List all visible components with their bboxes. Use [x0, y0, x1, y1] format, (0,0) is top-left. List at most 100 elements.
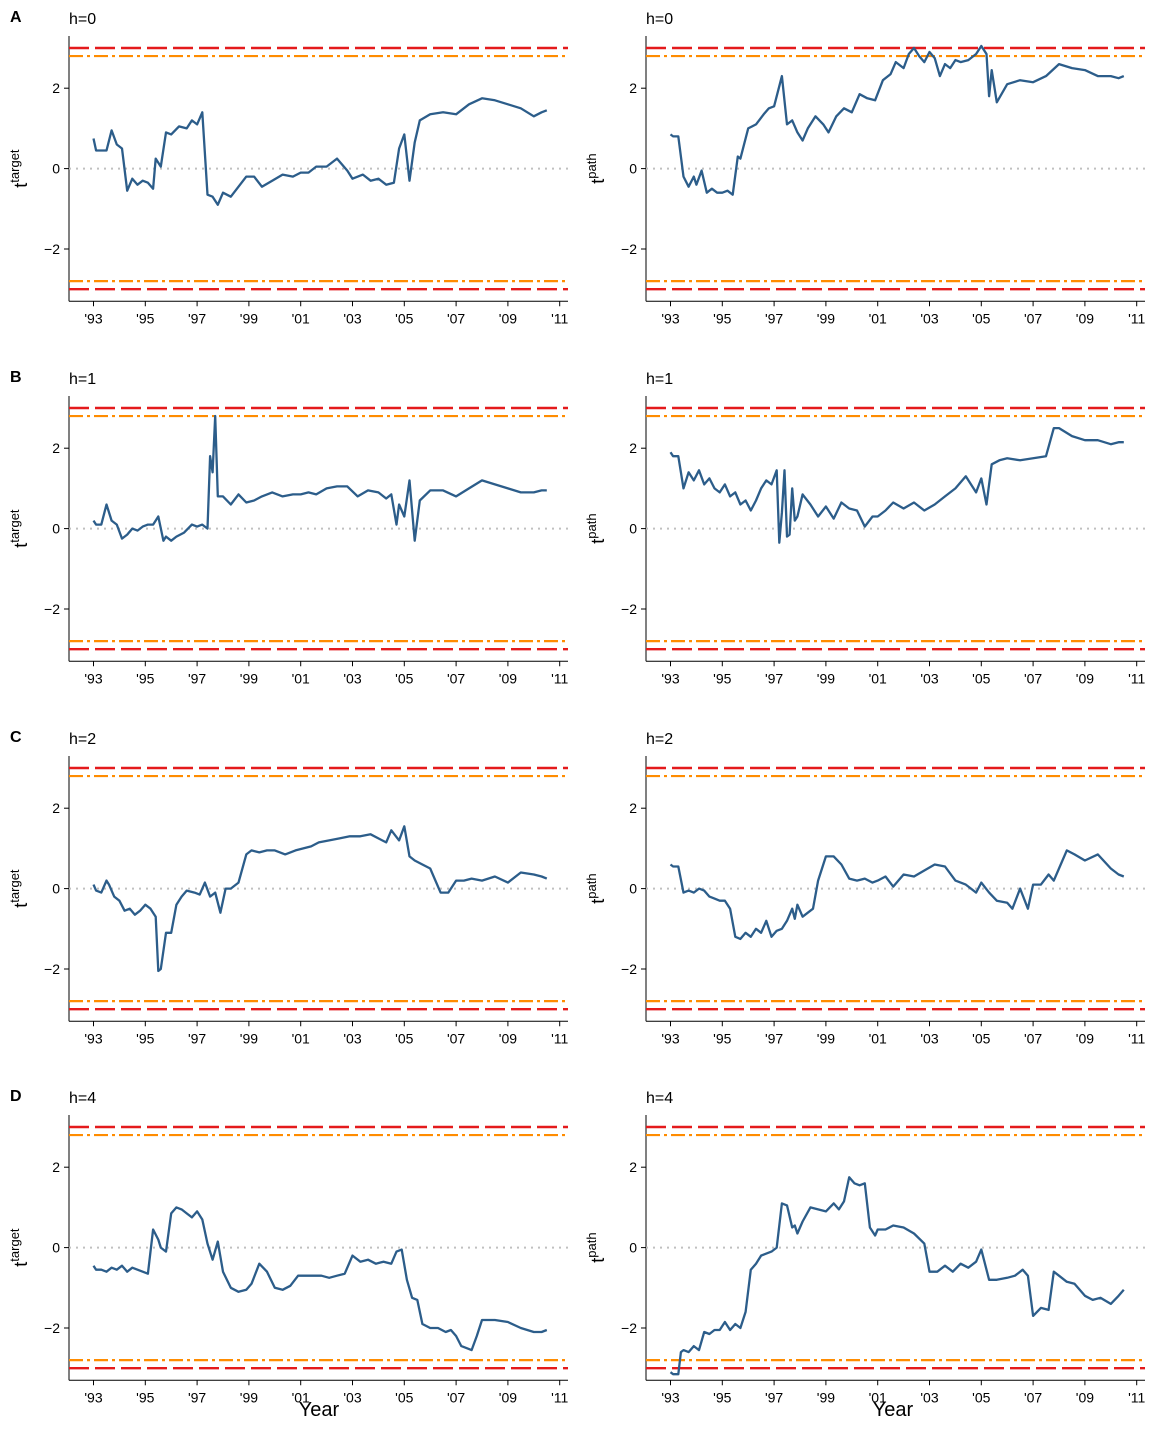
panel-letter: D	[10, 1088, 22, 1105]
y-tick-label: 0	[52, 521, 60, 537]
x-tick-label: '09	[499, 1030, 517, 1046]
y-tick-label: 0	[629, 1240, 637, 1256]
panel-title: h=0	[646, 11, 673, 28]
x-tick-label: '11	[551, 1030, 568, 1046]
x-tick-label: '09	[499, 310, 517, 326]
x-tick-label: '11	[1128, 1389, 1145, 1405]
x-tick-label: '11	[551, 1389, 568, 1405]
y-tick-label: 2	[629, 1159, 637, 1175]
x-tick-label: '11	[1128, 1030, 1145, 1046]
y-tick-label: −2	[44, 601, 60, 617]
y-tick-label: 2	[629, 80, 637, 96]
x-tick-label: '95	[136, 670, 154, 686]
series-line	[92, 414, 547, 542]
x-tick-label: '99	[240, 310, 258, 326]
y-tick-label: −2	[44, 961, 60, 977]
panel-title: h=2	[69, 731, 96, 748]
y-tick-label: 0	[629, 161, 637, 177]
x-tick-label: '93	[661, 1389, 679, 1405]
x-tick-label: '95	[713, 310, 731, 326]
x-tick-label: '01	[869, 1389, 887, 1405]
y-tick-label: −2	[621, 601, 637, 617]
x-tick-label: '09	[1076, 1389, 1094, 1405]
x-tick-label: '99	[817, 670, 835, 686]
y-axis-title: ttarget	[7, 869, 31, 908]
x-tick-label: '93	[84, 670, 102, 686]
x-tick-label: '05	[395, 310, 413, 326]
y-tick-label: 0	[629, 881, 637, 897]
x-tick-label: '07	[1024, 310, 1042, 326]
x-tick-label: '09	[499, 1389, 517, 1405]
x-tick-label: '99	[240, 1389, 258, 1405]
x-tick-label: '07	[447, 1030, 465, 1046]
y-axis-title: tpath	[584, 1232, 608, 1262]
y-axis-title: ttarget	[7, 1228, 31, 1267]
x-tick-label: '11	[1128, 310, 1145, 326]
x-tick-label: '07	[1024, 1030, 1042, 1046]
panel-a-path: h=0 tpath −2 0 2 '93 '95 '97 '99 '01 '03 '05 '07 '09 '…	[584, 11, 1146, 326]
y-tick-label: −2	[44, 241, 60, 257]
x-tick-label: '95	[713, 1030, 731, 1046]
panel-d-path: h=4 tpath −2 0 2 '93 '95 '97 '99 '01 '03 '05 '07 '09 '…	[584, 1090, 1146, 1405]
x-tick-label: '97	[765, 1030, 783, 1046]
x-tick-label: '99	[240, 670, 258, 686]
y-tick-label: −2	[621, 1320, 637, 1336]
x-tick-label: '95	[713, 1389, 731, 1405]
panel-b-path: h=1 tpath −2 0 2 '93 '95 '97 '99 '01 '03 '05 '07 '09 '…	[584, 371, 1146, 686]
y-tick-label: −2	[621, 241, 637, 257]
series-line	[92, 825, 548, 973]
x-tick-label: '05	[972, 670, 990, 686]
panel-title: h=1	[646, 371, 673, 388]
x-axis-title-left: Year	[299, 1399, 340, 1421]
y-tick-label: 2	[629, 440, 637, 456]
x-tick-label: '93	[84, 1389, 102, 1405]
y-tick-label: 0	[52, 161, 60, 177]
x-tick-label: '01	[292, 1389, 310, 1405]
x-tick-label: '97	[188, 1030, 206, 1046]
panel-letter: B	[10, 369, 22, 386]
y-tick-label: 2	[52, 800, 60, 816]
x-tick-label: '11	[551, 310, 568, 326]
x-tick-label: '97	[765, 670, 783, 686]
x-tick-label: '93	[661, 310, 679, 326]
x-tick-label: '05	[972, 1389, 990, 1405]
x-tick-label: '03	[920, 1030, 938, 1046]
series-line	[669, 1176, 1125, 1376]
x-tick-label: '05	[395, 1389, 413, 1405]
x-tick-label: '95	[136, 310, 154, 326]
y-tick-label: 2	[52, 80, 60, 96]
x-tick-label: '97	[765, 1389, 783, 1405]
x-tick-label: '03	[920, 310, 938, 326]
x-tick-label: '07	[447, 310, 465, 326]
x-tick-label: '07	[1024, 1389, 1042, 1405]
x-tick-label: '11	[1128, 670, 1145, 686]
y-tick-label: 2	[52, 440, 60, 456]
series-line	[92, 97, 548, 206]
panel-title: h=4	[69, 1090, 96, 1107]
x-axis-title-right: Year	[873, 1399, 914, 1421]
panel-title: h=1	[69, 371, 96, 388]
x-tick-label: '03	[343, 1030, 361, 1046]
series-line	[669, 426, 1124, 544]
x-tick-label: '93	[84, 1030, 102, 1046]
x-tick-label: '05	[972, 1030, 990, 1046]
x-tick-label: '99	[817, 1389, 835, 1405]
x-tick-label: '97	[765, 310, 783, 326]
panel-letter: A	[10, 9, 22, 26]
panel-title: h=4	[646, 1090, 673, 1107]
x-tick-label: '11	[551, 670, 568, 686]
y-tick-label: 2	[629, 800, 637, 816]
x-tick-label: '01	[292, 1030, 310, 1046]
x-tick-label: '07	[1024, 670, 1042, 686]
x-tick-label: '93	[661, 670, 679, 686]
y-axis-title: ttarget	[7, 149, 31, 188]
x-tick-label: '09	[1076, 310, 1094, 326]
panel-c-path: h=2 tpath −2 0 2 '93 '95 '97 '99 '01 '03 '05 '07 '09 '…	[584, 731, 1146, 1046]
series-line	[92, 1206, 548, 1352]
x-tick-label: '99	[817, 310, 835, 326]
